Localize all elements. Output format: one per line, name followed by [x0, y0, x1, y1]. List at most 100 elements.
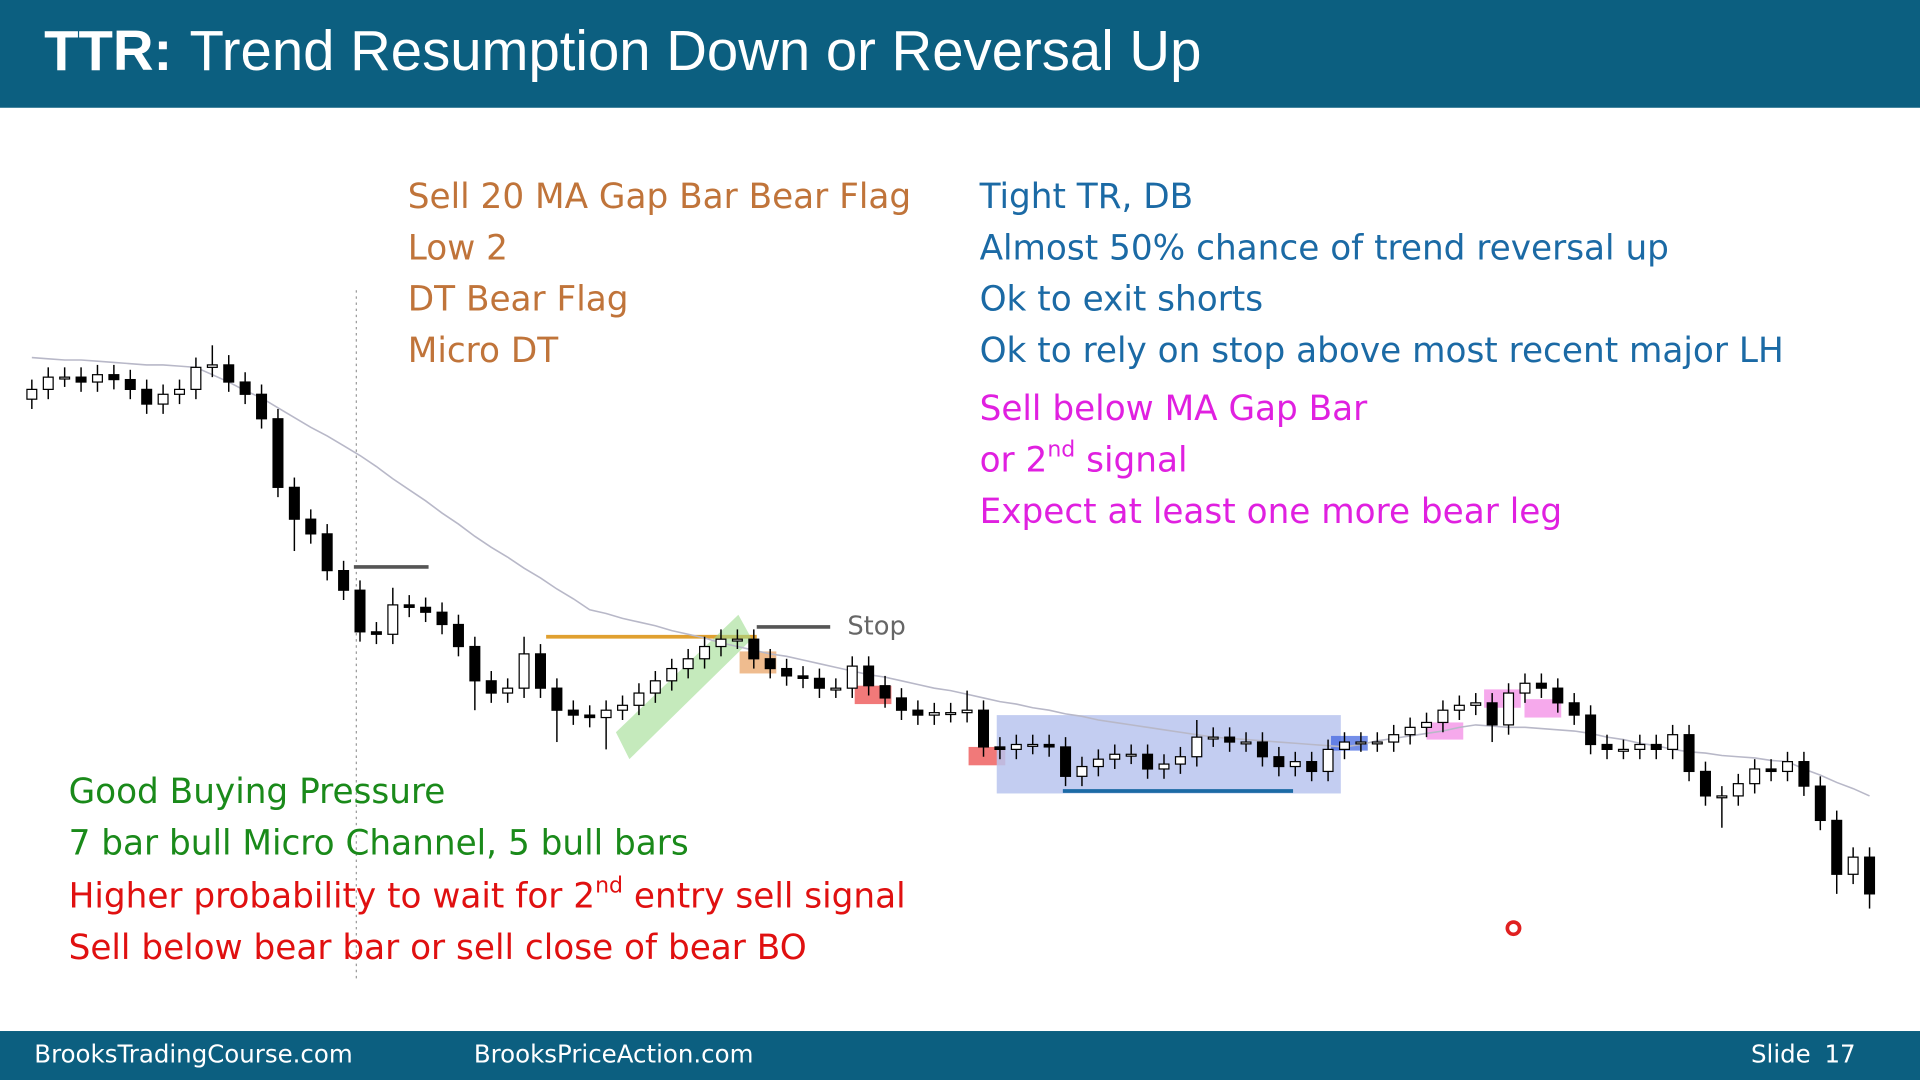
candle-body	[797, 675, 809, 679]
title-text: Trend Resumption Down or Reversal Up	[189, 19, 1201, 82]
candle-body	[1798, 761, 1810, 787]
candle-body	[157, 393, 169, 405]
candle-body	[1322, 748, 1334, 773]
candle-body	[1240, 741, 1252, 745]
superscript: nd	[595, 874, 623, 899]
note: Tight TR, DB	[979, 177, 1194, 217]
micro-channel	[615, 614, 752, 760]
trading-range-box	[996, 715, 1341, 794]
footer-link[interactable]: BrooksTradingCourse.com	[34, 1040, 352, 1069]
candle-body	[1207, 736, 1219, 740]
candle-body	[26, 388, 38, 400]
candle-body	[666, 667, 678, 682]
candle-body	[879, 685, 891, 699]
candle-body	[1519, 682, 1531, 694]
note: DT Bear Flag	[408, 280, 629, 320]
candle-body	[75, 376, 87, 383]
candle-body	[699, 645, 711, 660]
candle-body	[1191, 736, 1203, 758]
candle-body	[1470, 702, 1482, 706]
candle-body	[1060, 746, 1072, 777]
note-part: signal	[1075, 440, 1187, 480]
candle-body	[1732, 783, 1744, 797]
slide-title: TTR: Trend Resumption Down or Reversal Up	[44, 19, 1201, 82]
note: Sell 20 MA Gap Bar Bear Flag	[408, 177, 911, 217]
note-part: Higher probability to wait for 2	[69, 876, 596, 916]
candle-body	[403, 604, 415, 608]
candle-body	[272, 418, 284, 488]
candle-body	[485, 680, 497, 694]
footer-bar	[0, 1031, 1920, 1080]
candle-body	[1667, 734, 1679, 750]
candle-body	[600, 709, 612, 719]
candle-body	[567, 709, 579, 716]
note: Higher probability to wait for 2nd entry…	[69, 874, 906, 917]
candle-body	[502, 687, 514, 694]
candle-body	[1289, 761, 1301, 768]
candle-body	[321, 533, 333, 572]
candle-body	[978, 709, 990, 748]
candle-body	[945, 712, 957, 716]
note: Sell below MA Gap Bar	[980, 389, 1369, 429]
candle-body	[682, 658, 694, 670]
candle-body	[1453, 704, 1465, 711]
candle-body	[1273, 756, 1285, 768]
candle-body	[436, 611, 448, 626]
candle-body	[1847, 856, 1859, 875]
candle-body	[994, 746, 1006, 750]
orange-notes: Sell 20 MA Gap Bar Bear Flag Low 2 DT Be…	[408, 177, 911, 371]
candle-body	[781, 667, 793, 677]
candle-body	[387, 604, 399, 635]
candle-body	[206, 364, 218, 368]
candle-body	[633, 692, 645, 706]
candle-body	[1421, 721, 1433, 728]
candle-body	[1256, 741, 1268, 758]
candle-body	[1174, 756, 1186, 765]
candle-body	[1782, 761, 1794, 773]
stop-label: Stop	[847, 611, 905, 641]
candle-body	[731, 638, 743, 642]
note: 7 bar bull Micro Channel, 5 bull bars	[69, 823, 689, 863]
candle-body	[1503, 692, 1515, 726]
candle-body	[223, 364, 235, 383]
candle-body	[1388, 734, 1400, 743]
candle-body	[895, 697, 907, 711]
header-bar	[0, 0, 1920, 108]
note: Almost 50% chance of trend reversal up	[980, 228, 1669, 268]
candle-body	[1749, 768, 1761, 785]
highlight	[968, 746, 1006, 766]
candle-body	[764, 658, 776, 670]
note: Good Buying Pressure	[69, 772, 446, 812]
candle-body	[961, 709, 973, 714]
footer-link[interactable]: BrooksPriceAction.com	[474, 1040, 754, 1069]
candle-body	[1634, 743, 1646, 750]
candle-body	[370, 631, 382, 635]
candle-body	[1699, 770, 1711, 797]
slide-number: 17	[1824, 1040, 1855, 1069]
candle-body	[928, 712, 940, 716]
candle-body	[1404, 726, 1416, 736]
candle-body	[1338, 741, 1351, 751]
candle-body	[108, 374, 120, 381]
candle-body	[1355, 741, 1367, 745]
candle-body	[1552, 687, 1564, 704]
candle-body	[354, 589, 366, 633]
candle-body	[1224, 736, 1236, 743]
superscript: nd	[1047, 438, 1075, 463]
candle-body	[534, 653, 546, 689]
candle-body	[813, 677, 825, 689]
candle-body	[239, 381, 251, 395]
candle-body	[1765, 768, 1777, 773]
note: Low 2	[408, 228, 508, 268]
candle-body	[59, 376, 71, 380]
candle-body	[1864, 856, 1876, 895]
candle-body	[91, 374, 103, 383]
candle-body	[1306, 761, 1318, 773]
candle-body	[1568, 702, 1580, 716]
moving-average	[31, 356, 1870, 797]
cursor	[1505, 920, 1522, 937]
slide-label: Slide	[1751, 1040, 1811, 1069]
candle-body	[1092, 758, 1104, 768]
candle-body	[124, 378, 136, 390]
